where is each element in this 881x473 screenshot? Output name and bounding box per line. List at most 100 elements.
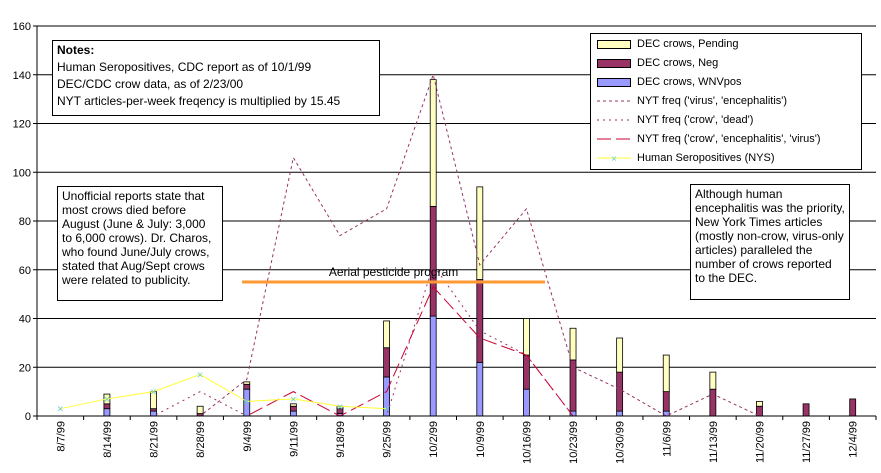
x-tick-label: 9/11/99 xyxy=(288,421,300,457)
bar-segment xyxy=(383,347,390,378)
legend-item-pending: DEC crows, Pending xyxy=(591,35,861,54)
bar-segment xyxy=(616,371,624,412)
bar-segment xyxy=(756,400,763,407)
svg-text:×: × xyxy=(611,154,617,165)
notes-box: Notes: Human Seropositives, CDC report a… xyxy=(52,40,380,116)
series-marker: × xyxy=(150,387,156,399)
series-marker: × xyxy=(57,404,63,416)
x-tick-label: 11/13/99 xyxy=(708,421,720,463)
legend: DEC crows, Pending DEC crows, Neg DEC cr… xyxy=(590,33,862,170)
series-marker: × xyxy=(290,394,296,406)
legend-label: NYT freq ('crow', 'encephalitis', 'virus… xyxy=(637,133,821,145)
bar-segment xyxy=(476,186,484,280)
series-line xyxy=(60,285,853,417)
bar-segment xyxy=(243,383,251,390)
x-tick-label: 10/16/99 xyxy=(521,421,533,464)
series-marker: × xyxy=(244,396,250,408)
notes-line: DEC/CDC crow data, as of 2/23/00 xyxy=(57,77,244,91)
series-line xyxy=(60,374,387,410)
x-tick-label: 10/23/99 xyxy=(568,421,580,464)
x-tick-label: 9/18/99 xyxy=(335,421,347,458)
x-tick-label: 10/30/99 xyxy=(615,421,627,464)
bar-segment xyxy=(429,79,437,207)
y-tick-label: 60 xyxy=(19,265,31,277)
y-tick-label: 40 xyxy=(19,314,31,326)
x-tick-label: 9/25/99 xyxy=(382,421,394,458)
legend-label: DEC crows, WNVpos xyxy=(637,76,742,88)
legend-line-human: × xyxy=(597,154,631,165)
bar-segment xyxy=(616,337,624,373)
series-marker: × xyxy=(104,394,110,406)
axes: 0 20 40 60 80 100 120 140 160 8/7/99 8/14/99 8/21/9… xyxy=(13,21,877,464)
x-tick-label: 11/20/99 xyxy=(754,421,766,463)
bar-segment xyxy=(289,410,297,417)
legend-item-nyt-crow-enc: NYT freq ('crow', 'encephalitis', 'virus… xyxy=(591,130,861,149)
y-tick-label: 100 xyxy=(13,167,31,179)
bar-segment xyxy=(429,205,437,317)
legend-swatch-wnvpos xyxy=(597,78,631,87)
pesticide-label: Aerial pesticide program xyxy=(329,265,458,279)
left-note: Unofficial reports state that most crows… xyxy=(57,186,223,301)
bar-segment xyxy=(103,408,111,417)
x-tick-label: 8/28/99 xyxy=(195,421,207,458)
notes-line: NYT articles-per-week freqency is multip… xyxy=(57,94,341,108)
x-tick-label: 10/9/99 xyxy=(475,421,487,458)
y-tick-label: 0 xyxy=(25,411,31,423)
left-note-text: Unofficial reports state that most crows… xyxy=(62,189,212,287)
bar-segment xyxy=(802,403,810,417)
series-marker: × xyxy=(383,404,389,416)
bar-segment xyxy=(383,320,390,349)
x-tick-label: 11/6/99 xyxy=(661,421,673,457)
y-tick-label: 80 xyxy=(19,216,31,228)
bar-segment xyxy=(523,388,530,417)
x-tick-label: 8/21/99 xyxy=(149,421,161,458)
bar-segment xyxy=(849,398,857,417)
bar-segment xyxy=(662,391,670,412)
legend-item-neg: DEC crows, Neg xyxy=(591,54,861,73)
right-note-text: Although human encephalitis was the prio… xyxy=(695,187,845,285)
bar-segment xyxy=(429,315,437,417)
series-marker: × xyxy=(337,401,343,413)
bar-segment xyxy=(569,327,577,361)
x-tick-label: 8/7/99 xyxy=(55,421,67,452)
x-tick-label: 10/2/99 xyxy=(428,421,440,458)
bar-segment xyxy=(476,279,484,363)
legend-line-nyt-virus xyxy=(597,100,631,102)
legend-label: Human Seropositives (NYS) xyxy=(637,152,775,164)
notes-line: Human Seropositives, CDC report as of 10… xyxy=(57,60,312,74)
y-tick-label: 160 xyxy=(13,21,31,33)
bar-segment xyxy=(709,371,717,390)
x-tick-label: 9/4/99 xyxy=(242,421,254,452)
bar-segment xyxy=(243,381,251,385)
bar-segment xyxy=(150,410,157,417)
legend-line-nyt-crow-enc xyxy=(597,138,631,140)
y-tick-label: 20 xyxy=(19,362,31,374)
legend-item-human: × Human Seropositives (NYS) xyxy=(591,149,861,168)
legend-item-nyt-virus: NYT freq ('virus', 'encephalitis') xyxy=(591,92,861,111)
x-tick-label: 11/27/99 xyxy=(801,421,813,463)
right-note: Although human encephalitis was the prio… xyxy=(690,184,850,300)
legend-label: NYT freq ('virus', 'encephalitis') xyxy=(637,95,788,107)
legend-swatch-neg xyxy=(597,59,631,68)
legend-swatch-pending xyxy=(597,40,631,49)
y-tick-label: 140 xyxy=(13,70,31,82)
legend-item-wnvpos: DEC crows, WNVpos xyxy=(591,73,861,92)
x-tick-label: 12/4/99 xyxy=(848,421,860,458)
bar-segment xyxy=(662,354,670,393)
bar-segment xyxy=(289,403,297,407)
legend-label: DEC crows, Neg xyxy=(637,57,719,69)
series-marker: × xyxy=(197,370,203,382)
legend-item-nyt-crow-dead: NYT freq ('crow', 'dead') xyxy=(591,111,861,130)
bar-segment xyxy=(523,318,530,356)
notes-title: Notes: xyxy=(57,43,95,57)
y-tick-label: 120 xyxy=(13,119,31,131)
bar-segment xyxy=(616,410,624,417)
pesticide-annotation: Aerial pesticide program xyxy=(242,265,546,284)
legend-label: NYT freq ('crow', 'dead') xyxy=(637,114,754,126)
bar-segment xyxy=(523,354,530,390)
bar-segment xyxy=(709,388,717,417)
legend-label: DEC crows, Pending xyxy=(637,38,739,50)
bar-segment xyxy=(289,405,297,412)
bar-segment xyxy=(476,361,484,417)
